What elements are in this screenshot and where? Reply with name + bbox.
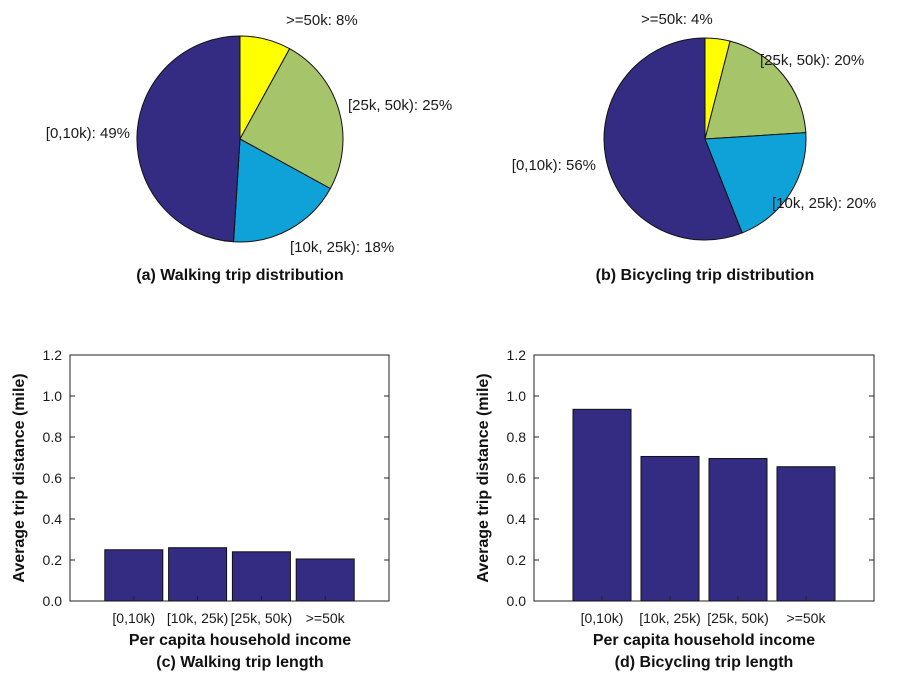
- bar-10k-25k: [640, 455, 700, 602]
- y-tick-label: 1.2: [507, 347, 527, 363]
- bar-50k: [295, 558, 355, 602]
- bar-50k: [776, 466, 836, 602]
- x-tick-label-10k-25k: [10k, 25k): [167, 610, 228, 626]
- y-tick-label: 0.2: [43, 552, 63, 568]
- y-tick-label: 0.8: [507, 429, 527, 445]
- pie-slice-25k-50k: [239, 48, 344, 190]
- pie-slice-10k-25k: [232, 138, 331, 243]
- y-tick-label: 0.4: [507, 511, 527, 527]
- pie-slice-label-25k-50k: [25k, 50k): 25%: [348, 97, 452, 114]
- y-tick-label: 0.4: [43, 511, 63, 527]
- y-tick-label: 0.6: [43, 470, 63, 486]
- y-tick-label: 0.0: [507, 593, 527, 609]
- bicycling-pie-caption: (b) Bicycling trip distribution: [596, 267, 815, 284]
- pie-slice-label-50k: >=50k: 8%: [286, 12, 358, 29]
- pie-slice-label-10k-25k: [10k, 25k): 20%: [772, 195, 876, 212]
- bar-25k-50k: [231, 551, 291, 602]
- bar-10k-25k: [168, 547, 228, 602]
- y-tick-label: 1.2: [43, 347, 63, 363]
- pie-slice-label-10k-25k: [10k, 25k): 18%: [290, 239, 394, 256]
- y-tick-label: 1.0: [507, 388, 527, 404]
- pie-slice-label-0-10k: [0,10k): 49%: [46, 125, 130, 142]
- walking-bar-caption: (c) Walking trip length: [156, 654, 323, 671]
- walking-pie-caption: (a) Walking trip distribution: [136, 267, 343, 284]
- pie-slice-25k-50k: [704, 40, 807, 140]
- bicycling-bar-caption: (d) Bicycling trip length: [615, 654, 794, 671]
- bicycling-distribution-pie: >=50k: 4% [25k, 50k): 20% [10k, 25k): 20% […: [512, 11, 876, 241]
- bar-25k-50k: [708, 458, 768, 602]
- x-tick-label-0-10k: [0,10k): [112, 610, 155, 626]
- x-tick-label-25k-50k: [25k, 50k): [707, 610, 768, 626]
- y-tick-label: 0.6: [507, 470, 527, 486]
- bar-0-10k: [572, 408, 632, 602]
- walking-length-bar-chart: 0.0 0.2 0.4 0.6 0.8 1.0 1.2 [0,10k) [10k, 25k) [2…: [43, 347, 390, 626]
- y-tick-label: 1.0: [43, 388, 63, 404]
- walking-bar-xlabel: Per capita household income: [129, 632, 351, 649]
- bar-0-10k: [104, 549, 164, 602]
- walking-bar-ylabel: Average trip distance (mile): [11, 373, 28, 582]
- y-tick-label: 0.2: [507, 552, 527, 568]
- x-tick-label-25k-50k: [25k, 50k): [231, 610, 292, 626]
- walking-distribution-pie: >=50k: 8% [25k, 50k): 25% [10k, 25k): 18% […: [46, 12, 452, 256]
- pie-slice-0-10k: [603, 37, 743, 241]
- y-tick-label: 0.8: [43, 429, 63, 445]
- bicycling-bar-xlabel: Per capita household income: [593, 632, 815, 649]
- bicycling-bar-ylabel: Average trip distance (mile): [475, 373, 492, 582]
- pie-slice-label-25k-50k: [25k, 50k): 20%: [760, 52, 864, 69]
- x-tick-label-10k-25k: [10k, 25k): [639, 610, 700, 626]
- pie-slice-0-10k: [136, 35, 241, 243]
- x-tick-label-50k: >=50k: [306, 610, 346, 626]
- pie-slice-10k-25k: [704, 132, 807, 234]
- x-tick-label-50k: >=50k: [787, 610, 827, 626]
- y-tick-label: 0.0: [43, 593, 63, 609]
- pie-slice-label-50k: >=50k: 4%: [641, 11, 713, 28]
- pie-slice-label-0-10k: [0,10k): 56%: [512, 157, 596, 174]
- bicycling-length-bar-chart: 0.0 0.2 0.4 0.6 0.8 1.0 1.2 [0,10k) [10k, 25k) [2…: [507, 347, 875, 626]
- x-tick-label-0-10k: [0,10k): [581, 610, 624, 626]
